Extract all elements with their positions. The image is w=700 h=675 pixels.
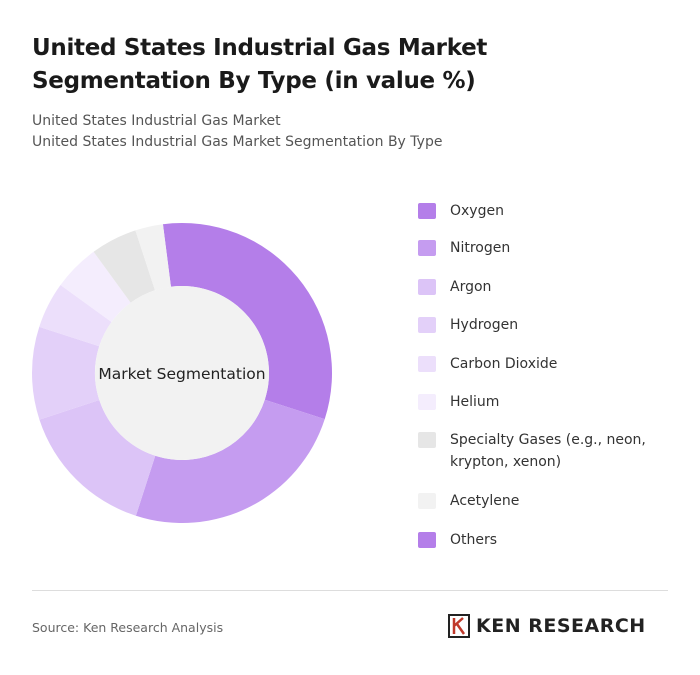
legend-item: Specialty Gases (e.g., neon, krypton, xe… bbox=[418, 429, 668, 473]
donut-slice bbox=[135, 399, 325, 523]
legend-swatch bbox=[418, 279, 436, 295]
legend-swatch bbox=[418, 532, 436, 548]
legend-swatch bbox=[418, 493, 436, 509]
subtitle: United States Industrial Gas Market Segm… bbox=[32, 134, 443, 150]
legend-item: Nitrogen bbox=[418, 237, 668, 259]
donut-slice bbox=[162, 223, 332, 420]
donut-slice bbox=[162, 224, 171, 287]
legend-swatch bbox=[418, 394, 436, 410]
source: Source: Ken Research Analysis bbox=[32, 620, 224, 635]
logo-text: KEN RESEARCH bbox=[476, 615, 646, 637]
legend-swatch bbox=[418, 356, 436, 372]
legend-label: Carbon Dioxide bbox=[450, 356, 558, 372]
logo: KEN RESEARCH bbox=[448, 614, 646, 638]
donut-slice bbox=[60, 251, 131, 322]
donut-chart: Market Segmentation bbox=[31, 223, 332, 523]
legend-label: Hydrogen bbox=[450, 317, 519, 333]
legend-swatch bbox=[418, 203, 436, 219]
title: United States Industrial Gas Market Segm… bbox=[32, 35, 488, 94]
legend-item: Carbon Dioxide bbox=[418, 353, 668, 375]
legend-item: Argon bbox=[418, 276, 668, 298]
donut-slice bbox=[31, 326, 100, 420]
subtitle: United States Industrial Gas Market bbox=[32, 113, 281, 129]
legend-item: Acetylene bbox=[418, 490, 668, 512]
legend-swatch bbox=[418, 432, 436, 448]
legend-label: Helium bbox=[450, 394, 500, 410]
legend-swatch bbox=[418, 317, 436, 333]
divider bbox=[32, 590, 668, 591]
legend-label: Acetylene bbox=[450, 493, 520, 509]
legend-label: Others bbox=[450, 532, 498, 548]
legend-item: Helium bbox=[418, 391, 668, 413]
legend-item: Hydrogen bbox=[418, 314, 668, 336]
donut-hole bbox=[95, 286, 269, 460]
legend-label: Nitrogen bbox=[450, 240, 511, 256]
legend-label: Oxygen bbox=[450, 203, 504, 219]
legend-swatch bbox=[418, 240, 436, 256]
center-label: Market Segmentation bbox=[98, 365, 265, 383]
legend-label: Argon bbox=[450, 279, 492, 295]
donut-slice bbox=[39, 400, 156, 516]
legend-label: Specialty Gases (e.g., neon, krypton, xe… bbox=[450, 432, 646, 470]
logo-icon bbox=[448, 614, 470, 638]
donut-slice bbox=[135, 224, 171, 291]
donut-slice bbox=[93, 230, 155, 303]
legend-item: Others bbox=[418, 529, 668, 551]
donut-slice bbox=[39, 285, 112, 347]
legend-item: Oxygen bbox=[418, 200, 668, 222]
